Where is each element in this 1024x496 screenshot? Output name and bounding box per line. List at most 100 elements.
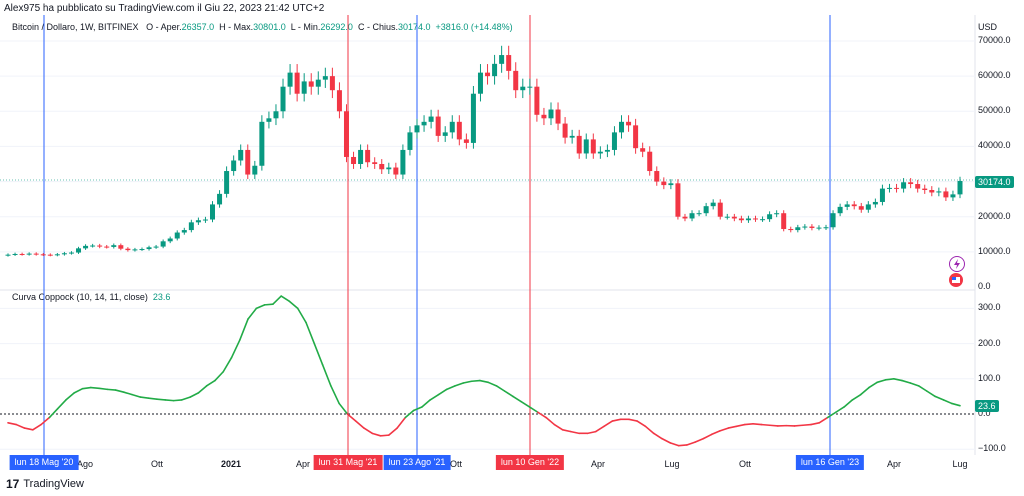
coppock-segment [868, 381, 879, 389]
time-marker-tag[interactable]: lun 16 Gen '23 [795, 455, 865, 470]
candle-body [802, 226, 808, 228]
indicator-tick-label: 0.0 [978, 408, 991, 418]
time-marker-tag[interactable]: lun 18 Mag '20 [9, 455, 79, 470]
coppock-segment [603, 420, 614, 428]
coppock-segment [65, 392, 76, 401]
coppock-segment [810, 421, 821, 426]
candle-body [238, 149, 244, 161]
coppock-segment [545, 416, 556, 426]
candle-body [231, 160, 237, 172]
candle-body [365, 149, 371, 163]
coppock-segment [470, 379, 481, 383]
time-tick-label: Apr [295, 459, 311, 469]
coppock-segment [338, 402, 349, 415]
coppock-segment [23, 427, 34, 431]
coppock-segment [479, 379, 489, 384]
coppock-segment [752, 423, 763, 426]
coppock-segment [354, 420, 365, 429]
candle-body [760, 219, 766, 221]
coppock-segment [677, 444, 688, 447]
candle-body [463, 139, 469, 143]
candle-body [40, 254, 46, 256]
candle-body [280, 86, 286, 112]
candle-body [61, 253, 67, 255]
coppock-segment [694, 437, 705, 443]
candle-body [901, 182, 907, 189]
candle-body [604, 149, 610, 152]
coppock-segment [686, 441, 696, 446]
coppock-segment [719, 427, 730, 432]
high-value: 30801.0 [253, 22, 286, 32]
candle-body [752, 218, 758, 220]
candle-body [167, 238, 173, 242]
time-tick-label: Ott [738, 459, 752, 469]
coppock-segment [768, 424, 779, 427]
candle-body [407, 132, 413, 150]
coppock-indicator-label[interactable]: Curva Coppock (10, 14, 11, close) 23.6 [12, 292, 170, 302]
candle-body [513, 70, 519, 91]
coppock-segment [669, 442, 680, 447]
candle-body [795, 227, 801, 231]
coppock-segment [901, 379, 912, 384]
coppock-segment [421, 399, 431, 408]
coppock-segment [793, 424, 804, 427]
lightning-icon[interactable] [949, 256, 965, 272]
candle-body [400, 149, 406, 175]
coppock-segment [230, 339, 241, 359]
coppock-segment [611, 418, 622, 422]
symbol-name[interactable]: Bitcoin / Dollaro, 1W, BITFINEX [12, 22, 139, 32]
coppock-segment [32, 423, 42, 431]
time-tick-label: Apr [886, 459, 902, 469]
currency-label: USD [978, 22, 998, 32]
coppock-segment [537, 411, 547, 419]
publisher-text: Alex975 ha pubblicato su TradingView.com… [4, 3, 325, 14]
flag-icon[interactable] [949, 273, 963, 287]
last-price-badge: 30174.0 [975, 176, 1014, 188]
time-marker-tag[interactable]: lun 10 Gen '22 [495, 455, 565, 470]
symbol-ohlc-row: Bitcoin / Dollaro, 1W, BITFINEX O - Aper… [12, 22, 513, 32]
coppock-segment [98, 387, 109, 391]
coppock-segment [818, 416, 829, 424]
time-marker-tag[interactable]: lun 31 Mag '21 [313, 455, 383, 470]
coppock-segment [81, 386, 92, 390]
close-label: C - Chius. [357, 22, 398, 32]
candle-body [950, 194, 956, 198]
coppock-segment [387, 427, 398, 436]
candle-body [379, 164, 385, 170]
candle-body [428, 116, 434, 122]
coppock-segment [197, 385, 208, 394]
coppock-segment [462, 380, 473, 384]
candle-body [936, 191, 942, 193]
candle-body [710, 202, 716, 207]
candle-body [689, 213, 695, 219]
coppock-segment [363, 427, 374, 435]
candle-body [830, 213, 836, 228]
price-tick-label: 70000.0 [978, 35, 1011, 45]
coppock-segment [570, 430, 581, 435]
candle-body [132, 249, 138, 251]
time-tick-label: Lug [664, 459, 680, 469]
candle-body [372, 162, 378, 164]
time-tick-label: Ago [76, 459, 94, 469]
candle-body [943, 191, 949, 198]
coppock-segment [330, 385, 340, 405]
candle-body [181, 230, 187, 233]
time-marker-tag[interactable]: lun 23 Ago '21 [383, 455, 451, 470]
candle-body [562, 123, 568, 138]
candle-body [569, 135, 575, 138]
coppock-segment [147, 397, 158, 401]
candle-body [675, 183, 681, 217]
candle-body [449, 121, 455, 133]
time-tick-label: Lug [952, 459, 968, 469]
candle-body [273, 111, 279, 119]
candle-body [682, 216, 688, 219]
footer-brand[interactable]: 17 TradingView [6, 477, 84, 491]
candle-body [322, 76, 328, 80]
coppock-segment [106, 388, 117, 391]
coppock-segment [412, 406, 423, 412]
coppock-segment [15, 423, 26, 429]
candle-body [301, 81, 307, 94]
candle-body [118, 245, 124, 249]
candle-body [929, 190, 935, 193]
